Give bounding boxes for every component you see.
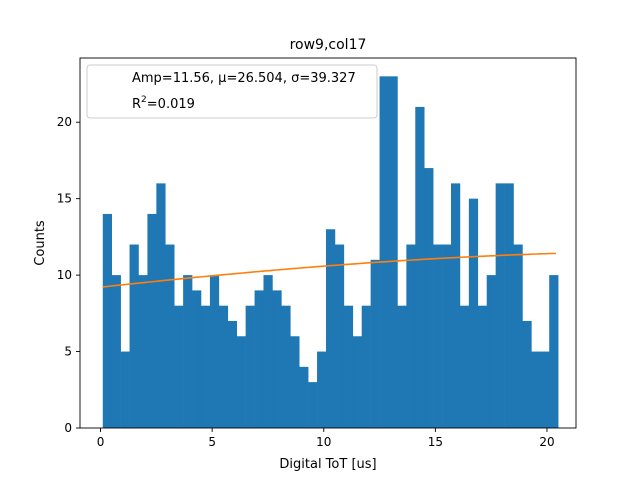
- histogram-bar: [183, 275, 193, 428]
- histogram-bar: [459, 305, 470, 428]
- x-tick-label: 0: [97, 435, 105, 449]
- legend-fit-params: Amp=11.56, μ=26.504, σ=39.327: [132, 71, 356, 86]
- histogram-bar: [209, 275, 220, 428]
- y-tick-label: 20: [57, 115, 72, 129]
- histogram-bar: [138, 275, 148, 428]
- histogram-bar: [120, 351, 130, 428]
- fit-curve: [102, 252, 556, 288]
- histogram-bar: [352, 336, 363, 428]
- legend-box: [86, 64, 378, 119]
- histogram-bars: [102, 76, 559, 428]
- histogram-bar: [406, 244, 416, 428]
- x-axis-label: Digital ToT [us]: [279, 457, 376, 472]
- y-tick-label: 10: [57, 268, 72, 282]
- histogram-bar: [415, 106, 425, 428]
- histogram-bar: [379, 76, 389, 428]
- histogram-bar: [272, 290, 282, 428]
- histogram-bar: [308, 382, 318, 428]
- histogram-bar: [513, 244, 523, 428]
- histogram-bar: [236, 336, 246, 428]
- histogram-bar: [549, 275, 559, 428]
- histogram-bar: [129, 244, 139, 428]
- x-tick-label: 5: [208, 435, 216, 449]
- y-axis-ticks: 0 5 10 15 20: [57, 115, 80, 435]
- histogram-bar: [504, 183, 514, 428]
- histogram-bar: [388, 76, 398, 428]
- histogram-bar: [361, 305, 371, 428]
- plot-frame: [79, 57, 577, 429]
- histogram-bar: [397, 305, 407, 428]
- x-tick-label: 20: [539, 435, 554, 449]
- legend: Amp=11.56, μ=26.504, σ=39.327 R2=0.019: [86, 64, 378, 119]
- histogram-bar: [174, 305, 184, 428]
- legend-r-squared: R2=0.019: [132, 95, 195, 112]
- histogram-bar: [200, 305, 211, 428]
- histogram-bar: [442, 244, 452, 428]
- histogram-bar: [433, 244, 443, 428]
- histogram-bar: [468, 198, 479, 428]
- histogram-bar: [147, 213, 157, 428]
- histogram-bar: [111, 275, 121, 428]
- histogram-bar: [540, 351, 550, 428]
- x-tick-label: 15: [428, 435, 443, 449]
- histogram-bar: [254, 290, 264, 428]
- y-tick-label: 0: [64, 421, 72, 435]
- y-axis-label: Counts: [33, 220, 48, 266]
- histogram-bar: [450, 183, 461, 428]
- histogram-bar: [227, 320, 238, 428]
- histogram-bar: [299, 366, 309, 428]
- histogram-bar: [102, 213, 112, 428]
- histogram-bar: [156, 183, 166, 428]
- y-tick-label: 5: [64, 345, 72, 359]
- histogram-bar: [245, 305, 255, 428]
- chart-title: row9,col17: [290, 37, 367, 53]
- histogram-bar: [290, 336, 300, 428]
- histogram-bar: [343, 305, 354, 428]
- histogram-bar: [424, 168, 434, 428]
- histogram-bar: [165, 244, 175, 428]
- histogram-bar: [477, 305, 488, 428]
- histogram-bar: [522, 320, 532, 428]
- histogram-bar: [486, 275, 496, 428]
- histogram-bar: [325, 229, 336, 428]
- histogram-bar: [192, 290, 202, 428]
- histogram-bar: [370, 259, 380, 428]
- histogram-bar: [281, 305, 291, 428]
- histogram-bar: [334, 244, 345, 428]
- histogram-bar: [218, 305, 229, 428]
- y-tick-label: 15: [57, 192, 72, 206]
- histogram-bar: [495, 183, 505, 428]
- x-tick-label: 10: [316, 435, 331, 449]
- histogram-bar: [531, 351, 541, 428]
- histogram-bar: [263, 275, 273, 428]
- histogram-bar: [317, 351, 327, 428]
- x-axis-ticks: 0 5 10 15 20: [97, 428, 555, 449]
